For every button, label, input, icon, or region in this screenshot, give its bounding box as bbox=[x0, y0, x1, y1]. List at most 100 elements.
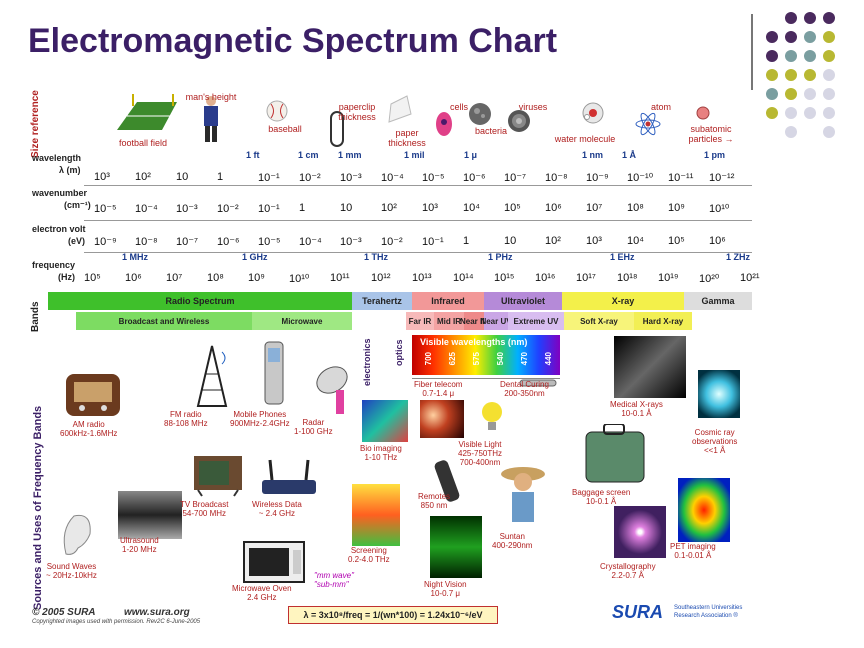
visible-tick: 540 bbox=[496, 352, 505, 366]
electron_volt-tick: 10⁴ bbox=[627, 235, 644, 247]
source-label-tv: TV Broadcast 54-700 MHz bbox=[180, 500, 229, 518]
wavenumber-tick: 10⁻¹ bbox=[258, 203, 280, 215]
wavelength-named: 1 cm bbox=[298, 150, 319, 160]
band-0: Radio Spectrum bbox=[48, 292, 352, 310]
size-ref-label: baseball bbox=[268, 124, 302, 134]
size-ref-label: football field bbox=[118, 138, 168, 148]
night-vision-image bbox=[430, 516, 482, 578]
decorative-dot bbox=[766, 50, 778, 62]
frequency-named: 1 ZHz bbox=[726, 252, 751, 262]
band-sub-6: Extreme UV bbox=[508, 312, 564, 330]
bacteria-icon bbox=[469, 103, 491, 125]
source-label-pet: PET imaging 0.1-0.01 Å bbox=[670, 542, 716, 560]
wavelength-tick: 1 bbox=[217, 171, 224, 183]
band-sub-1: Microwave bbox=[252, 312, 352, 330]
decorative-dot bbox=[804, 31, 816, 43]
remote-control-icon bbox=[434, 460, 460, 502]
decorative-dot bbox=[785, 31, 797, 43]
footer-url-link[interactable]: www.sura.org bbox=[124, 607, 190, 618]
bio-imaging-image bbox=[362, 400, 408, 442]
frequency-tick: 10²⁰ bbox=[699, 273, 720, 285]
baseball-icon bbox=[266, 100, 288, 122]
page-title: Electromagnetic Spectrum Chart bbox=[28, 22, 558, 60]
source-label-fm: FM radio 88-108 MHz bbox=[164, 410, 208, 428]
crystallography-image bbox=[614, 506, 666, 558]
band-5: Gamma bbox=[684, 292, 752, 310]
source-label-crystal: Crystallography 2.2-0.7 Å bbox=[600, 562, 656, 580]
source-label-am: AM radio 600kHz-1.6MHz bbox=[60, 420, 118, 438]
decorative-dot bbox=[766, 107, 778, 119]
wavenumber-tick: 10³ bbox=[422, 202, 438, 214]
decorative-dot bbox=[823, 88, 835, 100]
electron_volt-tick: 10⁶ bbox=[709, 235, 726, 247]
source-label-visible_light: Visible Light 425-750THz 700-400nm bbox=[458, 440, 503, 467]
wavelength-tick: 10⁻¹ bbox=[258, 172, 280, 184]
size-ref-label: bacteria bbox=[474, 126, 508, 136]
source-label-wireless: Wireless Data ~ 2.4 GHz bbox=[252, 500, 302, 518]
frequency-tick: 10⁷ bbox=[166, 272, 183, 284]
wavelength-tick: 10⁻¹⁰ bbox=[627, 172, 654, 184]
size-ref-label: man's height bbox=[185, 92, 237, 102]
pet-imaging-image bbox=[678, 478, 730, 542]
electron_volt-tick: 10³ bbox=[586, 235, 602, 247]
light-bulb-icon bbox=[482, 402, 502, 430]
decorative-dot bbox=[785, 107, 797, 119]
visible-tick: 700 bbox=[424, 352, 433, 366]
wavelength-tick: 10⁻¹¹ bbox=[668, 172, 694, 184]
decorative-dot bbox=[766, 69, 778, 81]
size-ref-label: viruses bbox=[518, 102, 548, 112]
band-sub-3: Mid IR bbox=[434, 312, 464, 330]
electron_volt-tick: 10⁻⁹ bbox=[94, 236, 117, 248]
electron_volt-tick: 10⁻¹ bbox=[422, 236, 444, 248]
decorative-dot bbox=[823, 69, 835, 81]
decorative-dot bbox=[823, 12, 835, 24]
radar-dish-icon bbox=[316, 366, 348, 414]
atom-icon bbox=[635, 112, 661, 136]
fm-tower-icon bbox=[196, 345, 228, 407]
visible-tick: 470 bbox=[520, 352, 529, 366]
wavenumber-tick: 10⁻³ bbox=[176, 203, 198, 215]
source-label-suntan: Suntan 400-290nm bbox=[492, 532, 533, 550]
optics-label: optics bbox=[394, 339, 404, 366]
decorative-dot bbox=[785, 50, 797, 62]
wavelength-label: wavelength bbox=[32, 153, 82, 163]
band-sub-5: Near UV bbox=[480, 312, 512, 330]
row-divider bbox=[84, 252, 752, 253]
band-4: X-ray bbox=[562, 292, 684, 310]
paper-icon bbox=[388, 95, 412, 123]
source-label-night: Night Vision 10-0.7 μ bbox=[424, 580, 467, 598]
source-label-medical: Medical X-rays 10-0.1 Å bbox=[610, 400, 663, 418]
decorative-dot bbox=[804, 107, 816, 119]
frequency-tick: 10¹¹ bbox=[330, 272, 350, 284]
source-label-dental: Dental Curing 200-350nm bbox=[500, 380, 549, 398]
dental-curing-icon bbox=[519, 379, 557, 387]
am-radio-icon bbox=[66, 374, 120, 416]
man-icon bbox=[204, 96, 218, 142]
fiber-telecom-image bbox=[420, 400, 464, 438]
frequency-tick: 10¹⁸ bbox=[617, 272, 638, 284]
frequency-tick: 10¹³ bbox=[412, 272, 432, 284]
wavenumber-tick: 10 bbox=[340, 202, 353, 214]
spectrum-chart: Size reference Bands Sources and Uses of… bbox=[30, 80, 760, 625]
band-sub-7: Soft X-ray bbox=[564, 312, 634, 330]
source-label-remotes: Remotes 850 nm bbox=[418, 492, 451, 510]
wavenumber-tick: 10⁻⁴ bbox=[135, 203, 158, 215]
wavelength-tick: 10 bbox=[176, 171, 189, 183]
ear-icon bbox=[63, 514, 91, 555]
paperclip-icon bbox=[330, 111, 344, 147]
frequency-tick: 10⁹ bbox=[248, 272, 265, 284]
size-ref-label: cells bbox=[449, 102, 468, 112]
decorative-dot bbox=[766, 31, 778, 43]
decorative-dot bbox=[785, 69, 797, 81]
wavenumber-tick: 10⁸ bbox=[627, 202, 644, 214]
wavelength-tick: 10⁻⁶ bbox=[463, 172, 486, 184]
frequency-tick: 10¹⁵ bbox=[494, 272, 515, 284]
source-label-fiber: Fiber telecom 0.7-1.4 μ bbox=[414, 380, 463, 398]
mm-wave-label: "mm wave" "sub-mm" bbox=[314, 571, 354, 589]
divider-line bbox=[751, 14, 753, 90]
decorative-dot bbox=[785, 12, 797, 24]
visible-spectrum-strip bbox=[412, 335, 560, 375]
frequency-tick: 10⁸ bbox=[207, 272, 224, 284]
electron_volt-tick: 10 bbox=[504, 235, 517, 247]
wavelength-named: 1 Å bbox=[622, 150, 637, 160]
